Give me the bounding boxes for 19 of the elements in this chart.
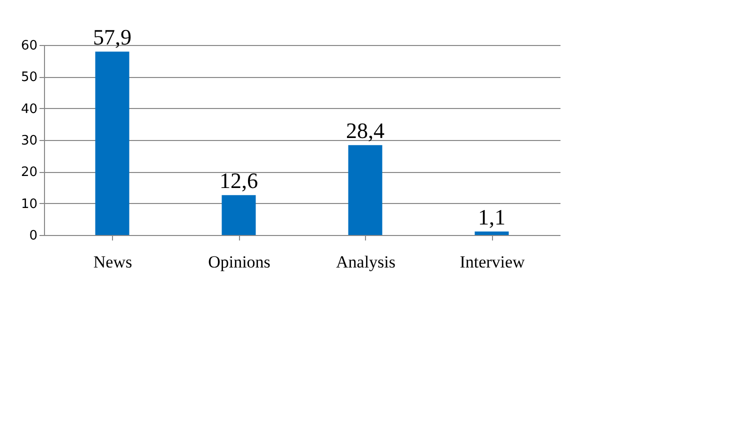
x-tick-label: Opinions xyxy=(208,252,270,272)
bar xyxy=(474,232,509,235)
data-label: 1,1 xyxy=(478,204,506,230)
y-tick-label: 50 xyxy=(20,70,38,86)
x-tick-label: Analysis xyxy=(336,252,396,272)
bar xyxy=(95,52,130,235)
y-tick-label: 0 xyxy=(29,228,38,244)
data-label: 12,6 xyxy=(220,168,258,194)
x-tick-label: Interview xyxy=(460,252,526,272)
x-tick-label: News xyxy=(93,252,132,272)
bar xyxy=(222,195,256,235)
y-tick-label: 20 xyxy=(20,165,38,180)
y-tick-label: 30 xyxy=(20,134,38,148)
bar xyxy=(348,145,382,235)
y-tick-label: 10 xyxy=(20,196,38,212)
y-tick-label: 40 xyxy=(20,102,38,117)
y-tick-label: 60 xyxy=(20,38,38,54)
data-label: 28,4 xyxy=(346,118,384,144)
data-label: 57,9 xyxy=(93,24,132,50)
